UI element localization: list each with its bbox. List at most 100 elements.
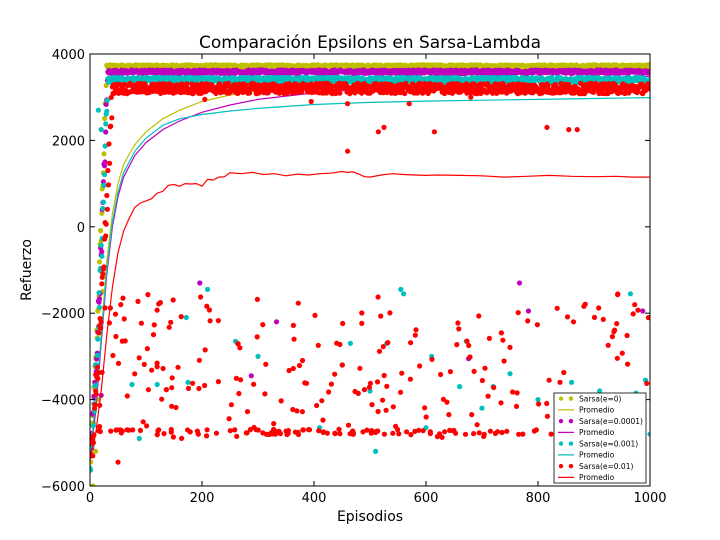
- data-point: [106, 141, 112, 147]
- data-point: [312, 312, 318, 318]
- data-point: [504, 428, 510, 434]
- data-point: [471, 431, 477, 437]
- data-point: [408, 340, 414, 346]
- data-point: [544, 400, 550, 407]
- data-point: [110, 352, 116, 359]
- data-point: [398, 286, 404, 292]
- data-point: [196, 357, 202, 363]
- data-point: [444, 399, 450, 405]
- data-point: [253, 427, 259, 433]
- data-point: [202, 347, 208, 353]
- data-point: [427, 429, 433, 435]
- data-point: [375, 294, 381, 300]
- y-tick-label: −4000: [41, 394, 85, 409]
- data-point: [92, 383, 98, 389]
- data-point: [207, 318, 213, 324]
- data-point: [308, 98, 314, 105]
- data-point: [404, 429, 410, 435]
- data-point: [93, 372, 99, 378]
- data-point: [412, 332, 418, 338]
- data-point: [315, 342, 321, 348]
- data-point: [614, 321, 620, 327]
- legend-label: Sarsa(e=0.0001): [579, 417, 643, 426]
- data-point: [187, 429, 193, 435]
- data-point: [347, 340, 353, 346]
- data-point: [525, 318, 531, 324]
- data-point: [339, 362, 345, 368]
- data-point: [101, 182, 107, 188]
- y-tick-label: −6000: [41, 480, 85, 495]
- data-point: [600, 316, 606, 322]
- data-point: [183, 314, 189, 321]
- data-point: [103, 129, 109, 135]
- data-point: [204, 433, 210, 439]
- data-point: [359, 310, 365, 316]
- data-point: [144, 423, 150, 429]
- data-point: [102, 115, 108, 122]
- data-point: [469, 412, 475, 418]
- data-point: [368, 430, 374, 436]
- data-point: [206, 307, 212, 313]
- data-point: [98, 319, 104, 325]
- data-point: [420, 428, 426, 434]
- data-point: [130, 427, 136, 433]
- data-point: [326, 389, 332, 395]
- data-point: [103, 233, 109, 239]
- data-point: [124, 393, 130, 399]
- data-point: [644, 380, 650, 386]
- data-point: [376, 348, 383, 354]
- data-point: [632, 302, 638, 308]
- data-point: [299, 409, 305, 415]
- data-point: [381, 372, 387, 379]
- data-point: [507, 371, 513, 377]
- data-point: [447, 369, 453, 375]
- data-point: [544, 413, 551, 419]
- data-point: [254, 296, 260, 302]
- data-point: [390, 404, 396, 410]
- data-point: [145, 387, 151, 393]
- data-point: [169, 375, 175, 381]
- data-point: [136, 355, 142, 361]
- data-point: [102, 159, 108, 165]
- legend: Sarsa(e=0) Promedio Sarsa(e=0.0001) Promedi…: [553, 392, 647, 484]
- data-point: [141, 361, 147, 367]
- data-point: [319, 398, 325, 404]
- data-point: [474, 422, 480, 428]
- data-point: [456, 326, 462, 332]
- data-point: [299, 357, 306, 364]
- data-point: [216, 81, 222, 87]
- data-point: [361, 387, 368, 393]
- data-point: [381, 431, 387, 437]
- data-point: [442, 429, 448, 435]
- data-point: [151, 322, 157, 328]
- data-point: [185, 385, 192, 391]
- data-point: [294, 408, 300, 414]
- data-point: [102, 305, 108, 311]
- data-point: [455, 320, 461, 326]
- data-point: [471, 368, 477, 374]
- data-point: [102, 143, 108, 149]
- legend-marker: [558, 396, 564, 401]
- data-point: [290, 322, 296, 328]
- data-point: [170, 297, 176, 303]
- data-point: [104, 97, 110, 103]
- data-point: [97, 428, 103, 435]
- data-point: [144, 346, 150, 352]
- data-point: [228, 402, 234, 408]
- data-point: [263, 361, 269, 367]
- data-point: [263, 431, 269, 437]
- data-point: [380, 397, 386, 403]
- data-point: [185, 379, 191, 385]
- data-point: [462, 431, 469, 437]
- data-point: [169, 385, 175, 391]
- data-point: [99, 249, 105, 255]
- data-point: [498, 330, 504, 336]
- series-5-line: [90, 97, 650, 456]
- data-point: [423, 414, 429, 420]
- data-point: [90, 467, 94, 473]
- data-point: [451, 427, 457, 434]
- data-point: [95, 107, 101, 113]
- y-tick-label: 4000: [52, 48, 85, 63]
- data-point: [359, 320, 365, 326]
- data-point: [378, 313, 384, 319]
